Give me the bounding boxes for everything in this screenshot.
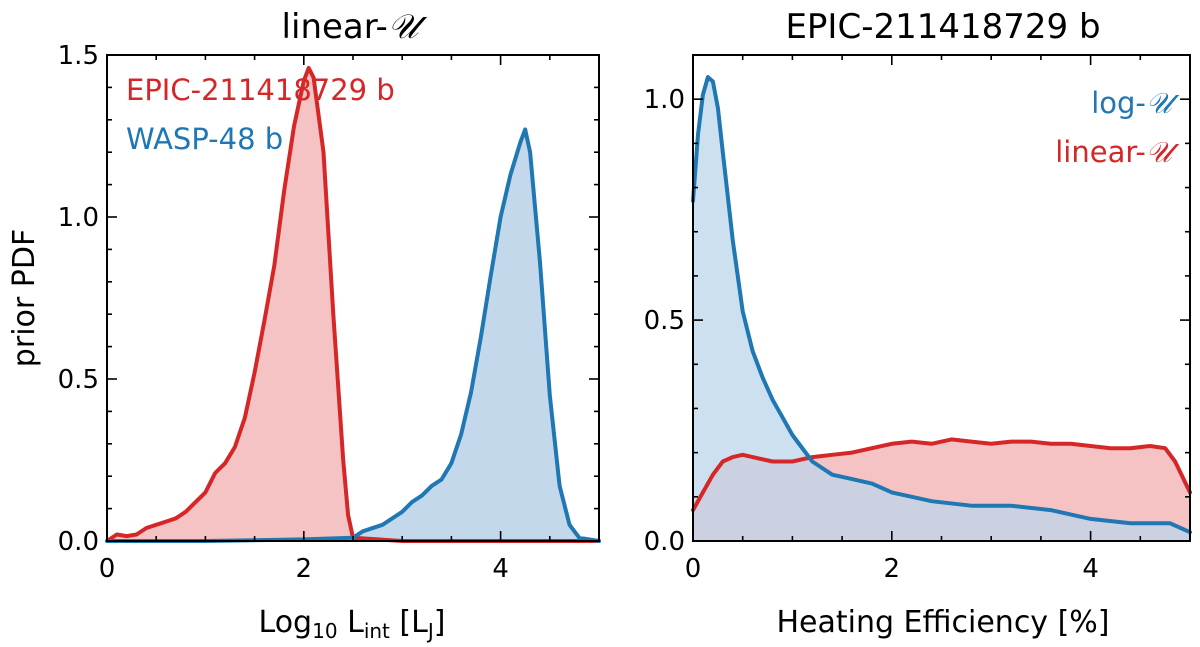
left-ytick-label: 1.0	[58, 203, 99, 233]
right-ytick-label: 0.0	[644, 527, 685, 557]
left-panel: linear-𝒰 0 2 4 0.0 0.5 1.0 1.5 prior PDF Log10…	[7, 7, 601, 643]
right-legend-linear-u: linear-𝒰	[1055, 135, 1180, 169]
right-ticks: 0 2 4 0.0 0.5 1.0	[644, 54, 1191, 584]
left-ytick-label: 1.5	[58, 41, 99, 71]
right-series-1-line	[691, 437, 1192, 513]
right-series-0-fill	[693, 77, 1190, 541]
right-legend-log-u: log-𝒰	[1091, 86, 1180, 120]
right-x-axis-label: Heating Efficiency [%]	[776, 605, 1109, 640]
right-xtick-label: 0	[685, 554, 702, 584]
right-plot-area	[691, 75, 1192, 541]
right-panel: EPIC-211418729 b 0 2 4 0.0 0.5 1.0 Heating Ef…	[644, 7, 1192, 640]
left-xtick-label: 0	[99, 554, 116, 584]
left-ytick-label: 0.0	[58, 527, 99, 557]
left-plot-area	[105, 66, 601, 543]
left-ticks: 0 2 4 0.0 0.5 1.0 1.5	[58, 41, 600, 584]
left-x-axis-label: Log10 Lint [LJ]	[259, 605, 446, 643]
left-y-axis-label: prior PDF	[7, 229, 42, 367]
left-series-1-fill	[107, 129, 599, 541]
left-series-1-line	[105, 127, 601, 543]
left-ytick-label: 0.5	[58, 365, 99, 395]
left-legend-epic: EPIC-211418729 b	[126, 73, 395, 107]
right-ytick-label: 0.5	[644, 306, 685, 336]
right-series-0-line	[691, 75, 1192, 535]
left-legend-wasp: WASP-48 b	[126, 122, 283, 156]
left-xtick-label: 4	[492, 554, 509, 584]
left-title: linear-𝒰	[282, 7, 428, 47]
left-xtick-label: 2	[296, 554, 313, 584]
left-series-0-line	[105, 66, 601, 543]
right-xtick-label: 2	[884, 554, 901, 584]
right-xtick-label: 4	[1082, 554, 1099, 584]
right-ytick-label: 1.0	[644, 85, 685, 115]
right-title: EPIC-211418729 b	[785, 7, 1100, 47]
